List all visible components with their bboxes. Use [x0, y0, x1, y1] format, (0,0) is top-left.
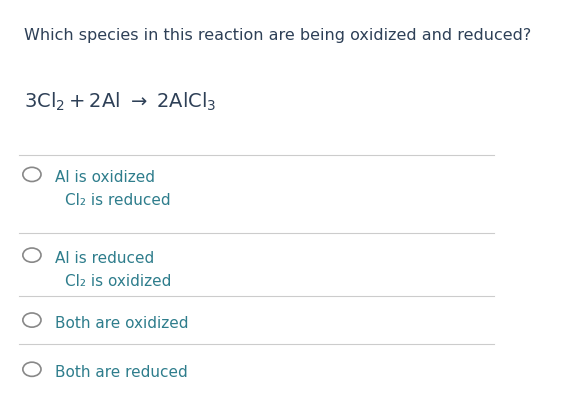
Text: Al is reduced: Al is reduced	[54, 250, 154, 265]
Text: Cl₂ is oxidized: Cl₂ is oxidized	[65, 273, 171, 288]
Text: Al is oxidized: Al is oxidized	[54, 170, 154, 185]
Text: Both are reduced: Both are reduced	[54, 364, 187, 379]
Text: Cl₂ is reduced: Cl₂ is reduced	[65, 192, 170, 208]
Text: Both are oxidized: Both are oxidized	[54, 315, 188, 330]
Text: Which species in this reaction are being oxidized and reduced?: Which species in this reaction are being…	[25, 28, 532, 43]
Text: $\mathregular{3Cl_2 + 2Al\ \rightarrow\ 2AlCl_3}$: $\mathregular{3Cl_2 + 2Al\ \rightarrow\ …	[25, 91, 217, 113]
